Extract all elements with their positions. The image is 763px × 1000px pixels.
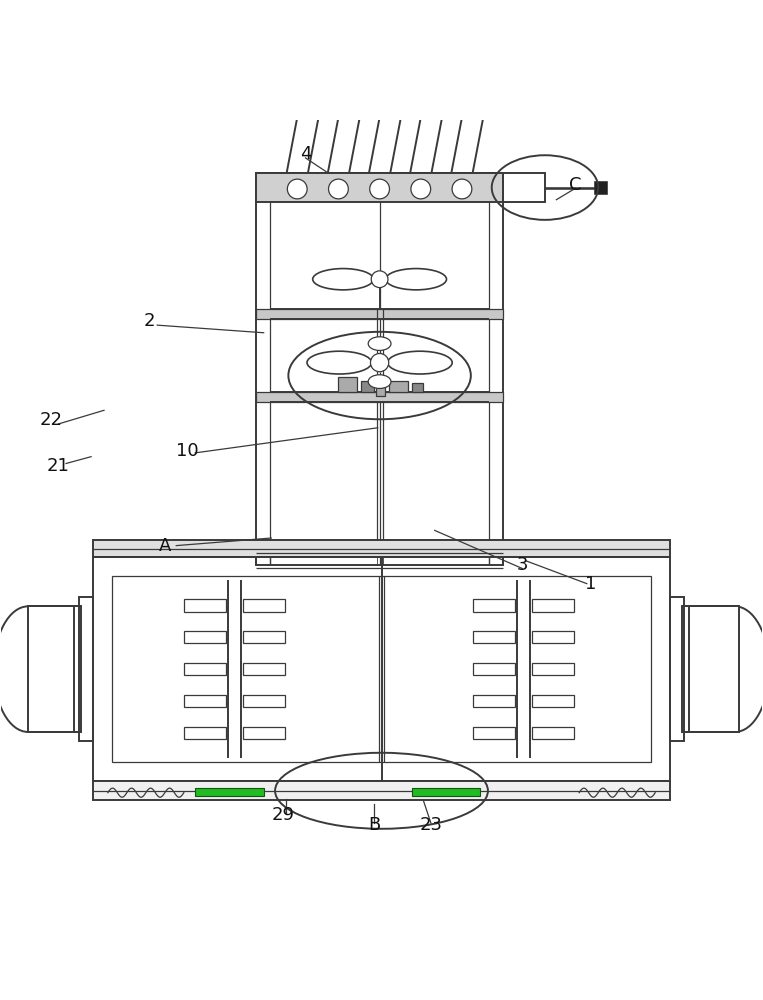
Bar xyxy=(92,557,671,781)
Bar xyxy=(184,599,226,612)
Bar xyxy=(256,173,503,202)
Bar xyxy=(361,381,375,392)
Bar xyxy=(184,631,226,643)
Text: B: B xyxy=(368,816,380,834)
Bar xyxy=(473,695,514,707)
Bar xyxy=(92,540,671,557)
Bar xyxy=(473,727,514,739)
Circle shape xyxy=(288,179,307,199)
Bar xyxy=(195,788,264,796)
Bar xyxy=(79,597,92,741)
Text: 1: 1 xyxy=(585,575,596,593)
Bar xyxy=(671,597,684,741)
Ellipse shape xyxy=(0,606,63,732)
Bar xyxy=(92,781,671,800)
Bar xyxy=(256,173,503,565)
Text: 2: 2 xyxy=(144,312,156,330)
Bar xyxy=(690,606,739,732)
Bar xyxy=(243,599,285,612)
Ellipse shape xyxy=(307,351,372,374)
Circle shape xyxy=(411,179,430,199)
Bar xyxy=(338,377,357,392)
Ellipse shape xyxy=(700,606,763,732)
Bar xyxy=(682,606,735,732)
Text: 21: 21 xyxy=(47,457,70,475)
Ellipse shape xyxy=(371,353,388,372)
Ellipse shape xyxy=(313,269,374,290)
Text: 29: 29 xyxy=(271,806,295,824)
Bar xyxy=(184,727,226,739)
Bar xyxy=(28,606,81,732)
Bar xyxy=(532,727,574,739)
Bar xyxy=(111,576,652,762)
Bar xyxy=(40,650,51,688)
Bar xyxy=(503,173,545,202)
Bar xyxy=(532,663,574,675)
Ellipse shape xyxy=(372,271,388,288)
Text: 4: 4 xyxy=(300,145,311,163)
Bar xyxy=(28,606,73,732)
Bar xyxy=(243,727,285,739)
Text: 22: 22 xyxy=(40,411,63,429)
Bar xyxy=(388,381,407,392)
Circle shape xyxy=(370,179,389,199)
Bar xyxy=(376,377,385,396)
Bar xyxy=(712,650,723,688)
Bar xyxy=(532,695,574,707)
Text: 3: 3 xyxy=(517,556,528,574)
Ellipse shape xyxy=(385,269,446,290)
Bar xyxy=(184,663,226,675)
Bar xyxy=(532,599,574,612)
Bar xyxy=(532,631,574,643)
Ellipse shape xyxy=(369,375,391,388)
Ellipse shape xyxy=(388,351,452,374)
Bar xyxy=(243,663,285,675)
Bar xyxy=(256,309,503,319)
Ellipse shape xyxy=(369,337,391,350)
Text: A: A xyxy=(159,537,171,555)
Text: 10: 10 xyxy=(176,442,199,460)
Bar xyxy=(412,788,481,796)
Bar xyxy=(411,383,423,392)
Bar xyxy=(243,695,285,707)
Circle shape xyxy=(329,179,348,199)
Bar xyxy=(594,181,607,194)
Text: 23: 23 xyxy=(420,816,443,834)
Bar xyxy=(256,392,503,402)
Bar xyxy=(184,695,226,707)
Bar xyxy=(473,631,514,643)
Bar xyxy=(473,599,514,612)
Text: C: C xyxy=(569,176,581,194)
Circle shape xyxy=(452,179,472,199)
Bar xyxy=(243,631,285,643)
Bar xyxy=(473,663,514,675)
